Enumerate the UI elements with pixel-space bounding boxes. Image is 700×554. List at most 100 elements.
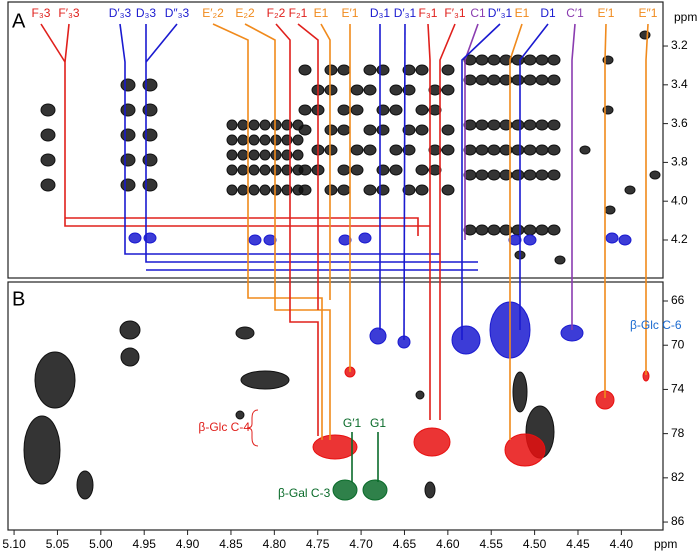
peak-contour: [547, 224, 561, 236]
peak-contour: [389, 84, 403, 96]
brace: [246, 409, 259, 447]
peak-contour: [547, 54, 561, 66]
peak-contour: [235, 410, 245, 420]
peak-contour: [259, 134, 271, 146]
peak-contour: [40, 178, 56, 192]
peak-contour: [298, 164, 312, 176]
peak-contour: [579, 145, 591, 155]
peak-label: D″₃1: [488, 6, 513, 20]
y-tick-label: 3.4: [671, 77, 688, 91]
connector-line: [297, 23, 319, 310]
peak-contour: [376, 64, 390, 76]
y-tick-label: 74: [671, 382, 685, 396]
peak-label: E′₂2: [202, 6, 224, 20]
peak-contour: [523, 144, 537, 156]
connector-line: [427, 23, 431, 420]
connector-line: [244, 23, 331, 440]
peak-contour: [441, 144, 455, 156]
peak-contour: [76, 470, 94, 500]
peak-contour: [389, 164, 403, 176]
peak-contour: [120, 347, 140, 367]
y-tick-label: 3.6: [671, 116, 688, 130]
y-tick-label: 3.8: [671, 155, 688, 169]
peak-contour: [237, 164, 249, 176]
peak-contour: [324, 144, 338, 156]
peak-label: F′₃3: [58, 6, 79, 20]
peak-contour: [120, 78, 136, 92]
peak-contour: [415, 164, 429, 176]
peak-contour: [428, 164, 442, 176]
peak-contour: [523, 54, 537, 66]
peak-contour: [389, 144, 403, 156]
connector-line: [439, 23, 456, 420]
peak-contour: [338, 234, 352, 246]
peak-contour: [259, 149, 271, 161]
peak-contour: [475, 169, 489, 181]
peak-contour: [649, 170, 661, 180]
peak-contour: [312, 434, 358, 460]
connector-line: [519, 23, 549, 330]
peak-contour: [523, 169, 537, 181]
peak-contour: [604, 205, 616, 215]
peak-contour: [428, 104, 442, 116]
peak-contour: [487, 74, 501, 86]
peak-contour: [270, 184, 282, 196]
peak-contour: [511, 119, 525, 131]
panel-frame: [7, 281, 664, 531]
peak-contour: [475, 54, 489, 66]
peak-contour: [547, 144, 561, 156]
peak-contour: [248, 164, 260, 176]
peak-contour: [441, 184, 455, 196]
x-tick-label: 4.90: [176, 537, 200, 551]
peak-contour: [270, 119, 282, 131]
x-tick-label: 5.10: [2, 537, 26, 551]
peak-label: F₃1: [419, 6, 438, 20]
connector-line: [461, 23, 501, 340]
peak-contour: [259, 119, 271, 131]
peak-contour: [475, 74, 489, 86]
peak-contour: [511, 74, 525, 86]
connector-line: [604, 23, 607, 398]
peak-contour: [270, 149, 282, 161]
connector-line: [645, 23, 649, 375]
peak-contour: [362, 479, 388, 501]
y-tick-label: 78: [671, 426, 685, 440]
peak-contour: [547, 74, 561, 86]
peak-contour: [535, 54, 549, 66]
annotation: G1: [370, 416, 386, 430]
peak-contour: [535, 144, 549, 156]
peak-label: D″₃3: [165, 6, 190, 20]
peak-contour: [292, 149, 304, 161]
x-tick-label: 4.65: [393, 537, 417, 551]
peak-contour: [428, 84, 442, 96]
peak-contour: [415, 390, 425, 400]
peak-contour: [259, 164, 271, 176]
peak-contour: [624, 185, 636, 195]
peak-contour: [511, 169, 525, 181]
peak-contour: [554, 255, 566, 265]
peak-label: E′1: [342, 6, 359, 20]
x-tick-label: 4.45: [566, 537, 590, 551]
peak-contour: [475, 119, 489, 131]
connector-line: [464, 23, 479, 240]
peak-contour: [402, 184, 416, 196]
peak-contour: [350, 84, 364, 96]
peak-label: C′1: [566, 6, 584, 20]
peak-contour: [298, 64, 312, 76]
peak-contour: [547, 169, 561, 181]
peak-contour: [237, 149, 249, 161]
peak-contour: [298, 124, 312, 136]
peak-contour: [413, 427, 451, 457]
peak-contour: [248, 149, 260, 161]
peak-contour: [618, 234, 632, 246]
peak-contour: [487, 144, 501, 156]
peak-contour: [475, 224, 489, 236]
peak-contour: [441, 124, 455, 136]
y-tick-label: 66: [671, 293, 685, 307]
peak-contour: [511, 224, 525, 236]
peak-label: E₂2: [235, 6, 255, 20]
peak-contour: [415, 124, 429, 136]
connector-line: [571, 23, 576, 330]
peak-contour: [248, 234, 262, 246]
peak-contour: [523, 224, 537, 236]
